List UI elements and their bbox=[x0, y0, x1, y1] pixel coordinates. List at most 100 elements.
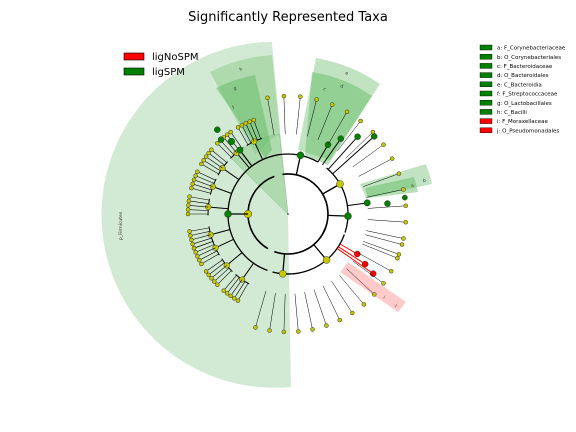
genus-branch bbox=[217, 270, 232, 285]
cladogram-tree bbox=[185, 93, 408, 335]
order-branch bbox=[226, 252, 243, 266]
clade-key-label: h: C_Bacilli bbox=[497, 110, 527, 116]
leaf-branch bbox=[283, 293, 286, 332]
leaf-branch bbox=[363, 173, 399, 187]
order-node bbox=[251, 138, 258, 145]
leaf-branch bbox=[283, 96, 286, 135]
leaf-node bbox=[361, 302, 367, 307]
genus-branch bbox=[192, 183, 212, 191]
genus-node bbox=[199, 261, 204, 267]
order-branch bbox=[222, 167, 240, 180]
genus-branch bbox=[211, 265, 227, 279]
bacteroidia-branch bbox=[317, 144, 329, 163]
clade-key-swatch bbox=[479, 44, 493, 51]
genus-node bbox=[228, 129, 233, 135]
genus-node bbox=[189, 185, 194, 191]
clade-letter-h: h bbox=[239, 66, 244, 73]
leaf-node bbox=[324, 323, 329, 328]
genus-branch bbox=[226, 277, 240, 294]
clade-shade-corynebacteriales bbox=[360, 164, 432, 198]
leaf-node bbox=[281, 93, 287, 99]
genus-node bbox=[203, 154, 209, 159]
genus-node bbox=[224, 132, 230, 137]
genus-branch bbox=[205, 156, 223, 169]
order-node bbox=[212, 244, 219, 251]
class-node bbox=[336, 180, 344, 188]
leaf-branch bbox=[313, 289, 327, 326]
pseudomonadales-node bbox=[361, 260, 369, 268]
legend: ligNoSPM ligSPM bbox=[123, 52, 199, 78]
leaf-node bbox=[399, 242, 405, 247]
genus-branch bbox=[191, 187, 211, 194]
genus-branch bbox=[230, 131, 243, 149]
clade-key-label: c: F_Bacteroidaceae bbox=[497, 64, 553, 70]
bacteroidia-branch bbox=[327, 136, 358, 170]
class-node bbox=[296, 151, 305, 160]
leaf-node bbox=[395, 255, 400, 261]
order-branch bbox=[212, 186, 232, 194]
leaf-branch bbox=[304, 292, 313, 330]
genus-node bbox=[185, 207, 191, 212]
genus-branch bbox=[193, 241, 213, 249]
genus-branch bbox=[234, 281, 246, 299]
genus-branch bbox=[237, 127, 249, 145]
genus-branch bbox=[188, 200, 209, 204]
leaf-branch bbox=[269, 292, 276, 331]
leaf-node bbox=[350, 310, 355, 316]
genus-node bbox=[203, 269, 209, 274]
clade-key-swatch bbox=[479, 99, 493, 106]
class-node bbox=[322, 256, 331, 264]
genus-branch bbox=[230, 279, 243, 297]
leaf-branch bbox=[339, 275, 365, 305]
genus-branch bbox=[191, 234, 211, 241]
leaf-branch bbox=[352, 260, 384, 284]
genus-node-green bbox=[402, 194, 408, 201]
legend-swatch-lignospm bbox=[123, 52, 145, 61]
clade-letter-f: f bbox=[232, 105, 236, 111]
genus-node bbox=[232, 296, 237, 301]
corynebacteriaceae-node bbox=[384, 200, 391, 207]
leaf-branch bbox=[267, 97, 275, 136]
genus-branch bbox=[211, 149, 227, 163]
leaf-node bbox=[310, 327, 315, 332]
clade-shade-bacteroidia bbox=[298, 58, 380, 160]
clade-letter-i: i bbox=[382, 295, 386, 301]
order-branch bbox=[236, 152, 250, 169]
genus-node bbox=[209, 276, 214, 281]
bacilli-order-node bbox=[236, 146, 244, 154]
phylum-arc-proteobacteria bbox=[274, 227, 327, 255]
bacteroidia-node bbox=[370, 133, 378, 140]
leaf-branch bbox=[317, 104, 333, 140]
bacteroidia-branch bbox=[332, 136, 375, 175]
leaf-branch bbox=[367, 219, 406, 223]
genus-node bbox=[187, 229, 192, 234]
leaf-node bbox=[396, 171, 402, 176]
lactobacillales-node bbox=[227, 137, 236, 146]
genus-node bbox=[206, 150, 211, 156]
leaf-branch bbox=[352, 144, 384, 168]
leaf-node bbox=[329, 102, 335, 107]
phylum-arc-other bbox=[282, 173, 329, 235]
genus-node bbox=[215, 141, 220, 146]
leaf-branch bbox=[357, 252, 392, 272]
leaf-node bbox=[372, 292, 377, 297]
leaf-node bbox=[296, 329, 301, 334]
leaf-node bbox=[381, 281, 386, 286]
legend-label-ligspm: ligSPM bbox=[152, 67, 185, 78]
genus-node bbox=[235, 298, 241, 303]
genus-node bbox=[212, 279, 217, 284]
genus-branch bbox=[241, 125, 252, 144]
bacteroidia-node bbox=[337, 135, 345, 142]
clade-shade-bacilli-outer bbox=[210, 55, 280, 155]
order-branch bbox=[208, 206, 229, 210]
clade-key-label: i: F_Moraxellaceae bbox=[497, 119, 548, 125]
clade-key: a: F_Corynebacteriaceae b: O_Corynebacter… bbox=[479, 44, 566, 134]
class-node bbox=[344, 212, 352, 220]
order-node bbox=[207, 231, 214, 238]
leaf-node bbox=[337, 317, 342, 323]
genus-node bbox=[199, 161, 204, 167]
leaf-node bbox=[253, 325, 258, 330]
genus-node bbox=[191, 177, 197, 183]
leaf-branch bbox=[327, 111, 348, 145]
